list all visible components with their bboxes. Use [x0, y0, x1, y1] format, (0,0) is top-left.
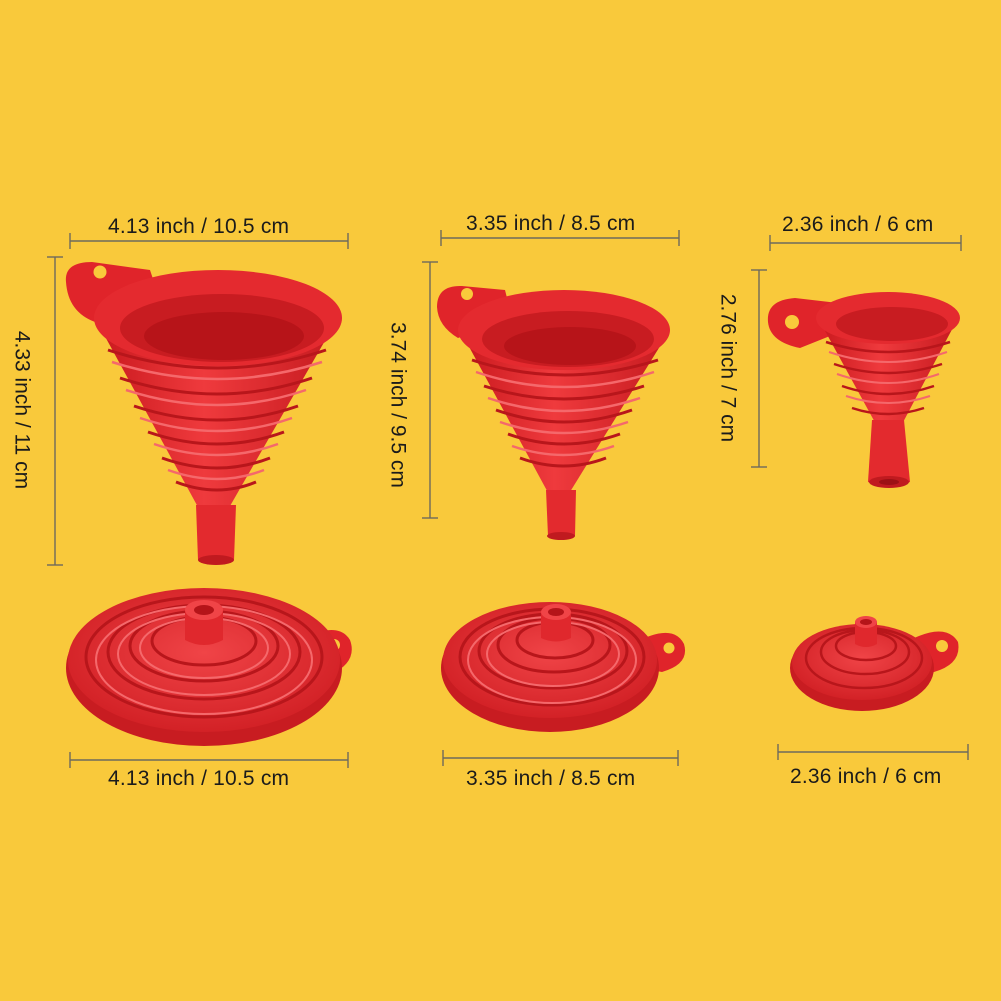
large-open-funnel [65, 262, 342, 565]
small-height-label: 2.76 inch / 7 cm [716, 293, 740, 443]
large-height-label: 4.33 inch / 11 cm [10, 330, 34, 490]
large-folded-funnel [66, 588, 352, 746]
dimension-lines [47, 230, 969, 768]
medium-height-label: 3.74 inch / 9.5 cm [386, 322, 410, 488]
small-open-funnel [767, 292, 960, 488]
medium-folded-funnel [441, 602, 686, 732]
small-open-width-label: 2.36 inch / 6 cm [782, 213, 934, 236]
medium-open-funnel [437, 285, 670, 540]
medium-folded-width-label: 3.35 inch / 8.5 cm [466, 767, 636, 790]
large-folded-width-label: 4.13 inch / 10.5 cm [108, 767, 290, 790]
large-open-width-label: 4.13 inch / 10.5 cm [108, 215, 290, 238]
small-folded-width-label: 2.36 inch / 6 cm [790, 765, 942, 788]
small-folded-funnel [790, 616, 959, 711]
medium-open-width-label: 3.35 inch / 8.5 cm [466, 212, 636, 235]
